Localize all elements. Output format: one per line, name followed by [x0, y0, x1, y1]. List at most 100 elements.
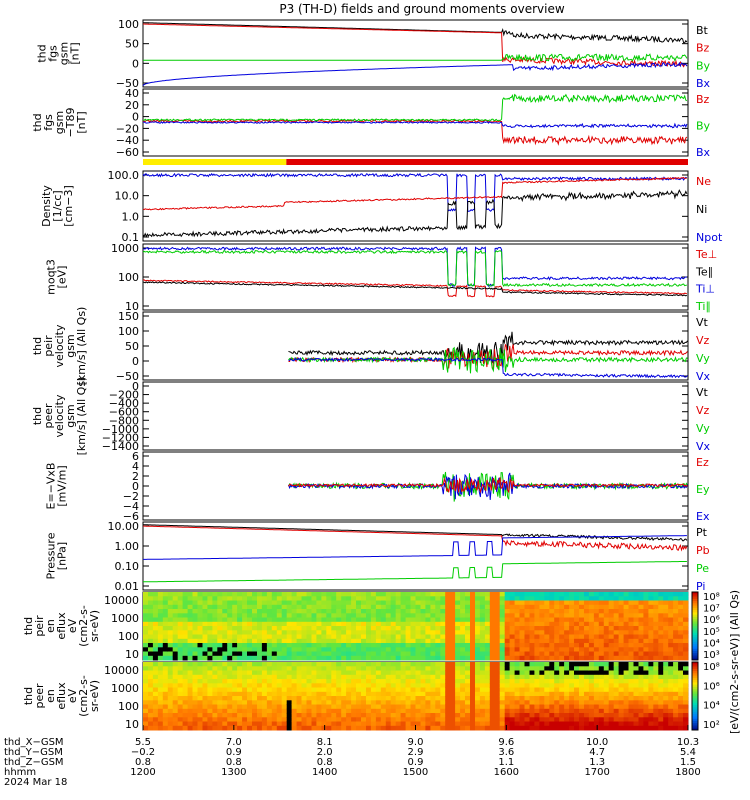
ytick-label: 0 — [132, 480, 139, 493]
series-line-Ez — [288, 477, 688, 494]
svg-text:[km/s] (All Qs): [km/s] (All Qs) — [75, 377, 88, 456]
legend-Pe: Pe — [696, 562, 709, 575]
legend-Vx: Vx — [696, 370, 711, 383]
ytick-label: 100 — [118, 630, 139, 643]
svg-text:thd: thd — [31, 113, 44, 131]
ytick-label: 10 — [125, 718, 139, 731]
xaxis-value: 1700 — [584, 767, 609, 778]
panel-frame-fgs_gsm — [142, 19, 689, 88]
series-line-Vz — [288, 344, 688, 369]
ylabel-pressure: Pressure[nPa] — [45, 532, 69, 579]
xaxis-value: 4.7 — [589, 747, 605, 758]
legend-Ez: Ez — [696, 456, 709, 469]
ytick-label: 10 — [125, 648, 139, 661]
ytick-label: −50 — [116, 77, 139, 90]
ytick-label: 4 — [132, 460, 139, 473]
legend-Pb: Pb — [696, 544, 710, 557]
colorbar-tick: 10⁵ — [703, 627, 720, 638]
series-line-By — [142, 93, 688, 122]
colorbar-tick: 10⁷ — [703, 604, 720, 615]
ytick-label: −40 — [116, 134, 139, 147]
colorbar-label: [eV/(cm2-s-sr-eV)] (All Qs) — [728, 590, 741, 734]
svg-text:gsm: gsm — [64, 334, 77, 357]
svg-text:(cm2-s-: (cm2-s- — [77, 605, 90, 647]
ytick-label: 100 — [118, 700, 139, 713]
legend-Vz: Vz — [696, 334, 710, 347]
xaxis-value: 0.8 — [317, 757, 333, 768]
xaxis-row-label: thd_Y−GSM — [4, 747, 63, 758]
svg-text:thd: thd — [22, 617, 35, 635]
ytick-label: 20 — [125, 99, 139, 112]
legend-Vt: Vt — [696, 316, 709, 329]
ytick-label: 10000 — [104, 664, 139, 677]
svg-text:[cm−3]: [cm−3] — [62, 185, 75, 227]
svg-text:eflux: eflux — [55, 612, 68, 640]
legend-By: By — [696, 59, 711, 72]
ytick-label: 1.0 — [122, 210, 140, 223]
svg-text:E=−VxB: E=−VxB — [45, 463, 58, 510]
colorbar-tick: 10⁸ — [703, 662, 720, 673]
xaxis-value: 2.9 — [408, 747, 424, 758]
svg-text:velocity: velocity — [53, 324, 66, 367]
legend-Bx: Bx — [696, 77, 711, 90]
series-line-Pb — [143, 525, 688, 552]
svg-text:eV: eV — [66, 688, 79, 703]
series-line-Bx — [142, 121, 688, 129]
xaxis-value: 1.3 — [589, 757, 605, 768]
ytick-label: 1000 — [111, 612, 139, 625]
plot-title: P3 (TH-D) fields and ground moments over… — [279, 2, 564, 16]
svg-text:gsm: gsm — [64, 404, 77, 427]
ytick-label: 40 — [125, 87, 139, 100]
series-line-Ni — [142, 189, 688, 238]
series-line-Pi — [143, 535, 687, 560]
ytick-label: −50 — [116, 370, 139, 383]
ytick-label: 0.01 — [115, 580, 140, 593]
legend-Ti∥: Ti∥ — [695, 300, 711, 313]
xaxis-row-label: thd_X−GSM — [4, 737, 64, 748]
svg-text:[mV/m]: [mV/m] — [56, 465, 69, 506]
legend-Vx: Vx — [696, 440, 711, 453]
svg-text:en: en — [44, 619, 57, 633]
ytick-label: 6 — [132, 450, 139, 463]
orbit-bar-segment — [143, 159, 287, 165]
svg-text:fgs: fgs — [42, 114, 55, 131]
orbit-bar-segment — [286, 159, 688, 165]
series-line-Vx — [288, 357, 688, 379]
ytick-label: −800 — [109, 414, 139, 427]
svg-text:velocity: velocity — [53, 394, 66, 437]
colorbar-tick: 10⁶ — [703, 615, 720, 626]
xaxis-row-label: hhmm — [4, 767, 36, 778]
xaxis-value: 7.0 — [226, 737, 242, 748]
svg-text:[eV]: [eV] — [56, 266, 69, 289]
xaxis-value: 1300 — [221, 767, 246, 778]
series-line-Npot — [142, 172, 688, 212]
ytick-label: 10.0 — [115, 190, 140, 203]
legend-Ex: Ex — [696, 510, 710, 523]
series-line-Bz — [143, 23, 688, 68]
series-line-Pt — [143, 524, 688, 542]
legend-Vy: Vy — [696, 422, 710, 435]
xaxis-value: 9.6 — [498, 737, 514, 748]
xaxis-value: 1600 — [494, 767, 519, 778]
series-line-Ne — [142, 176, 688, 211]
colorbar-tick: 10⁴ — [703, 701, 720, 712]
panel-frame-temperature — [142, 243, 689, 311]
legend-Te⊥: Te⊥ — [695, 248, 717, 261]
xaxis-value: 3.6 — [498, 747, 514, 758]
xaxis-value: 1.5 — [680, 757, 696, 768]
ytick-label: 1000 — [111, 682, 139, 695]
xaxis-value: 9.0 — [408, 737, 424, 748]
legend-Ni: Ni — [696, 203, 707, 216]
series-line-Ti⊥ — [142, 246, 687, 287]
series-line-By — [143, 53, 688, 63]
series-line-Te⊥ — [142, 279, 688, 298]
ylabel-temperature: moqt3[eV] — [45, 259, 69, 295]
svg-text:sr-eV): sr-eV) — [88, 610, 101, 642]
svg-text:gsm: gsm — [58, 42, 71, 65]
xaxis-value: 1400 — [312, 767, 337, 778]
ylabel-efield: E=−VxB[mV/m] — [45, 463, 69, 510]
ytick-label: 50 — [125, 340, 139, 353]
